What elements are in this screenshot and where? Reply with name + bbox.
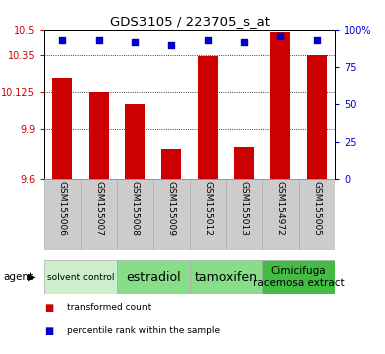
Text: GSM155007: GSM155007 xyxy=(94,181,103,236)
Text: estradiol: estradiol xyxy=(126,270,181,284)
Bar xyxy=(80,179,117,250)
Text: solvent control: solvent control xyxy=(47,273,114,281)
Text: GSM155009: GSM155009 xyxy=(167,181,176,236)
Text: Cimicifuga
racemosa extract: Cimicifuga racemosa extract xyxy=(253,266,345,288)
Bar xyxy=(307,55,327,179)
Bar xyxy=(125,104,145,179)
Point xyxy=(314,38,320,43)
Bar xyxy=(270,32,290,179)
Text: GSM154972: GSM154972 xyxy=(276,181,285,236)
Point xyxy=(277,33,283,39)
Text: GSM155005: GSM155005 xyxy=(312,181,321,236)
Text: tamoxifen: tamoxifen xyxy=(194,270,258,284)
Bar xyxy=(44,260,117,294)
Text: ▶: ▶ xyxy=(28,272,35,282)
Bar xyxy=(153,179,189,250)
Text: GSM155008: GSM155008 xyxy=(131,181,140,236)
Bar xyxy=(299,179,335,250)
Point xyxy=(96,38,102,43)
Bar xyxy=(262,260,335,294)
Text: GSM155006: GSM155006 xyxy=(58,181,67,236)
Text: ■: ■ xyxy=(44,303,54,313)
Point xyxy=(205,38,211,43)
Text: percentile rank within the sample: percentile rank within the sample xyxy=(67,326,221,336)
Text: GSM155013: GSM155013 xyxy=(239,181,249,236)
Bar xyxy=(117,179,153,250)
Point xyxy=(168,42,174,48)
Bar xyxy=(89,92,109,179)
Point xyxy=(241,39,247,45)
Text: GSM155012: GSM155012 xyxy=(203,181,212,236)
Bar xyxy=(226,179,262,250)
Bar xyxy=(190,260,262,294)
Bar xyxy=(44,179,80,250)
Bar xyxy=(52,78,72,179)
Bar xyxy=(198,56,218,179)
Text: ■: ■ xyxy=(44,326,54,336)
Text: agent: agent xyxy=(4,272,34,282)
Bar xyxy=(161,149,181,179)
Point xyxy=(59,38,65,43)
Title: GDS3105 / 223705_s_at: GDS3105 / 223705_s_at xyxy=(110,15,270,28)
Bar xyxy=(117,260,190,294)
Bar xyxy=(234,147,254,179)
Point xyxy=(132,39,138,45)
Text: transformed count: transformed count xyxy=(67,303,152,313)
Bar xyxy=(190,179,226,250)
Bar xyxy=(262,179,299,250)
